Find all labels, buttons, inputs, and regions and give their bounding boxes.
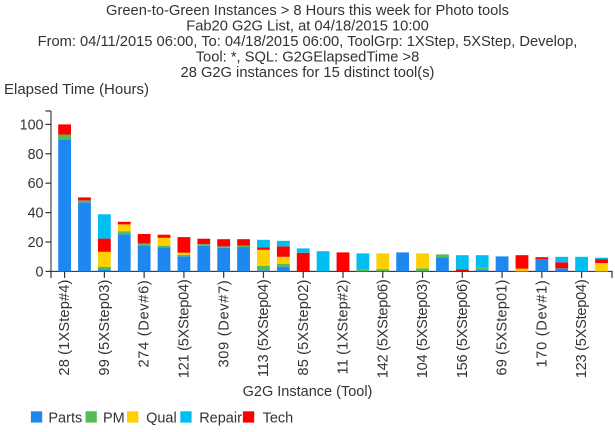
svg-text:142 (5XStep06): 142 (5XStep06) <box>375 280 391 379</box>
svg-text:G2G Instance (Tool): G2G Instance (Tool) <box>243 384 373 400</box>
svg-text:0: 0 <box>36 264 44 280</box>
svg-text:40: 40 <box>28 206 44 222</box>
svg-text:156 (5XStep06): 156 (5XStep06) <box>455 280 471 379</box>
svg-text:100: 100 <box>20 117 44 133</box>
svg-text:274 (Dev#6): 274 (Dev#6) <box>137 280 153 368</box>
svg-text:69 (5XStep01): 69 (5XStep01) <box>495 280 511 376</box>
svg-text:309 (Dev#7): 309 (Dev#7) <box>216 280 232 368</box>
svg-text:Repair: Repair <box>199 410 242 426</box>
svg-text:Green-to-Green Instances > 8 H: Green-to-Green Instances > 8 Hours this … <box>106 3 509 19</box>
svg-text:123 (5XStep04): 123 (5XStep04) <box>574 280 590 379</box>
svg-text:PM: PM <box>103 410 125 426</box>
svg-text:20: 20 <box>28 235 44 251</box>
svg-text:28 (1XStep#4): 28 (1XStep#4) <box>57 280 73 376</box>
svg-text:170 (Dev#1): 170 (Dev#1) <box>534 280 550 368</box>
svg-text:Qual: Qual <box>146 410 177 426</box>
svg-text:99 (5XStep03): 99 (5XStep03) <box>97 280 113 376</box>
svg-text:121 (5XStep04): 121 (5XStep04) <box>177 280 193 379</box>
svg-text:Parts: Parts <box>48 410 82 426</box>
svg-text:28 G2G instances for 15 distin: 28 G2G instances for 15 distinct tool(s) <box>181 65 435 81</box>
svg-text:60: 60 <box>28 176 44 192</box>
svg-text:113 (5XStep04): 113 (5XStep04) <box>256 280 272 378</box>
svg-text:Fab20 G2G List, at 04/18/2015: Fab20 G2G List, at 04/18/2015 10:00 <box>186 18 429 34</box>
svg-text:From: 04/11/2015 06:00, To: 04: From: 04/11/2015 06:00, To: 04/18/2015 0… <box>38 34 578 50</box>
svg-text:Tool: *, SQL: G2GElapsedTime >: Tool: *, SQL: G2GElapsedTime >8 <box>196 49 420 65</box>
svg-text:104 (5XStep03): 104 (5XStep03) <box>415 280 431 379</box>
svg-text:11 (1XStep#2): 11 (1XStep#2) <box>336 280 352 375</box>
svg-text:Tech: Tech <box>263 410 294 426</box>
svg-text:80: 80 <box>28 147 44 163</box>
svg-text:85 (5XStep02): 85 (5XStep02) <box>296 280 312 376</box>
svg-text:Elapsed Time (Hours): Elapsed Time (Hours) <box>4 81 149 98</box>
